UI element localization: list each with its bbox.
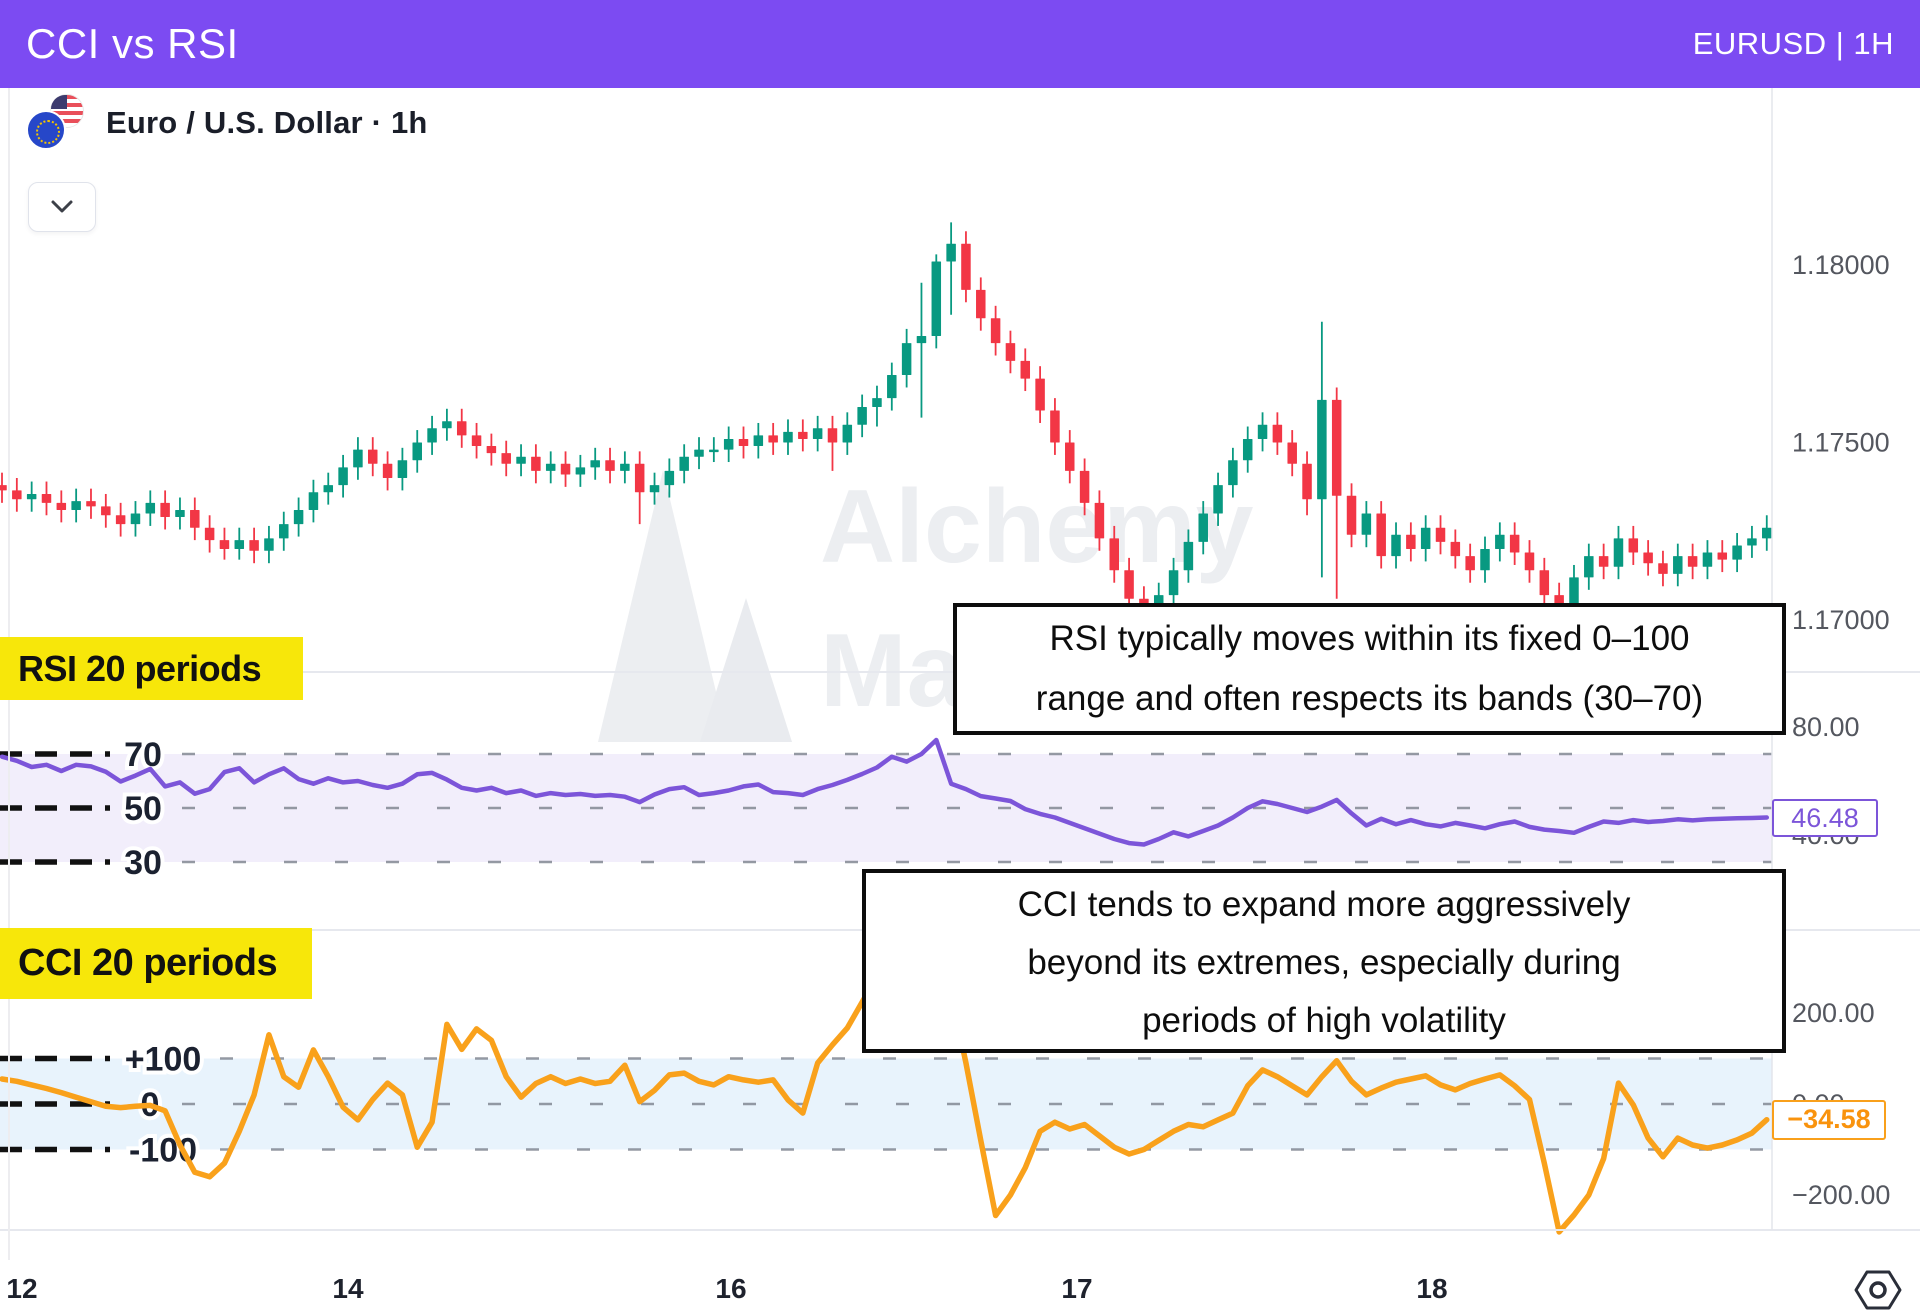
time-axis-label: 16: [715, 1273, 746, 1304]
rsi-last-value-badge: 46.48: [1772, 799, 1878, 837]
axis-tick-label: 1.17500: [1792, 428, 1890, 458]
rsi-indicator-label: RSI 20 periods: [0, 637, 303, 700]
cci-annotation-line-1: CCI tends to expand more aggressively: [1017, 885, 1631, 924]
collapse-button[interactable]: [28, 182, 96, 232]
symbol-title[interactable]: Euro / U.S. Dollar · 1h: [106, 105, 428, 140]
cci-last-value-badge: −34.58: [1772, 1100, 1886, 1140]
rsi-annotation-line-1: RSI typically moves within its fixed 0–1…: [1049, 619, 1690, 658]
level-label: +100: [125, 1041, 202, 1079]
symbol-timeframe-badge: EURUSD | 1H: [1692, 26, 1894, 61]
time-axis-label: 17: [1061, 1273, 1092, 1304]
axis-tick-label: 200.00: [1792, 998, 1875, 1028]
cci-annotation-line-3: periods of high volatility: [1142, 1001, 1506, 1040]
time-axis-label: 14: [332, 1273, 364, 1304]
time-axis-label: 12: [6, 1273, 37, 1304]
us-flag-icon: [50, 94, 84, 128]
level-label: -100: [129, 1132, 197, 1170]
level-label: 70: [124, 736, 162, 774]
level-label: 50: [124, 790, 162, 828]
header-bar: CCI vs RSI EURUSD | 1H: [0, 0, 1920, 88]
candles-group: [0, 222, 1772, 635]
symbol-row[interactable]: Euro / U.S. Dollar · 1h: [26, 94, 428, 152]
rsi-band: [0, 754, 1772, 862]
axis-tick-label: 1.17000: [1792, 605, 1890, 635]
hexagon-settings-icon[interactable]: [1853, 1268, 1903, 1312]
eu-flag-icon: [26, 110, 66, 150]
axis-tick-label: 80.00: [1792, 712, 1860, 742]
rsi-annotation-box: RSI typically moves within its fixed 0–1…: [953, 603, 1786, 735]
time-axis-label: 18: [1416, 1273, 1447, 1304]
level-label: 30: [124, 844, 162, 882]
svg-text:Alchemy: Alchemy: [820, 469, 1254, 585]
axis-tick-label: 1.18000: [1792, 250, 1890, 280]
rsi-annotation-line-2: range and often respects its bands (30–7…: [1035, 679, 1704, 718]
cci-indicator-label: CCI 20 periods: [0, 928, 312, 999]
cci-annotation-box: CCI tends to expand more aggressively be…: [862, 869, 1786, 1053]
cci-annotation-line-2: beyond its extremes, especially during: [1027, 943, 1621, 982]
symbol-flags: [26, 94, 92, 152]
axis-tick-label: −200.00: [1792, 1180, 1890, 1210]
rsi-line: [0, 737, 1770, 847]
chevron-down-icon: [51, 200, 73, 213]
cci-band: [0, 1058, 1772, 1150]
page-title: CCI vs RSI: [26, 20, 239, 67]
